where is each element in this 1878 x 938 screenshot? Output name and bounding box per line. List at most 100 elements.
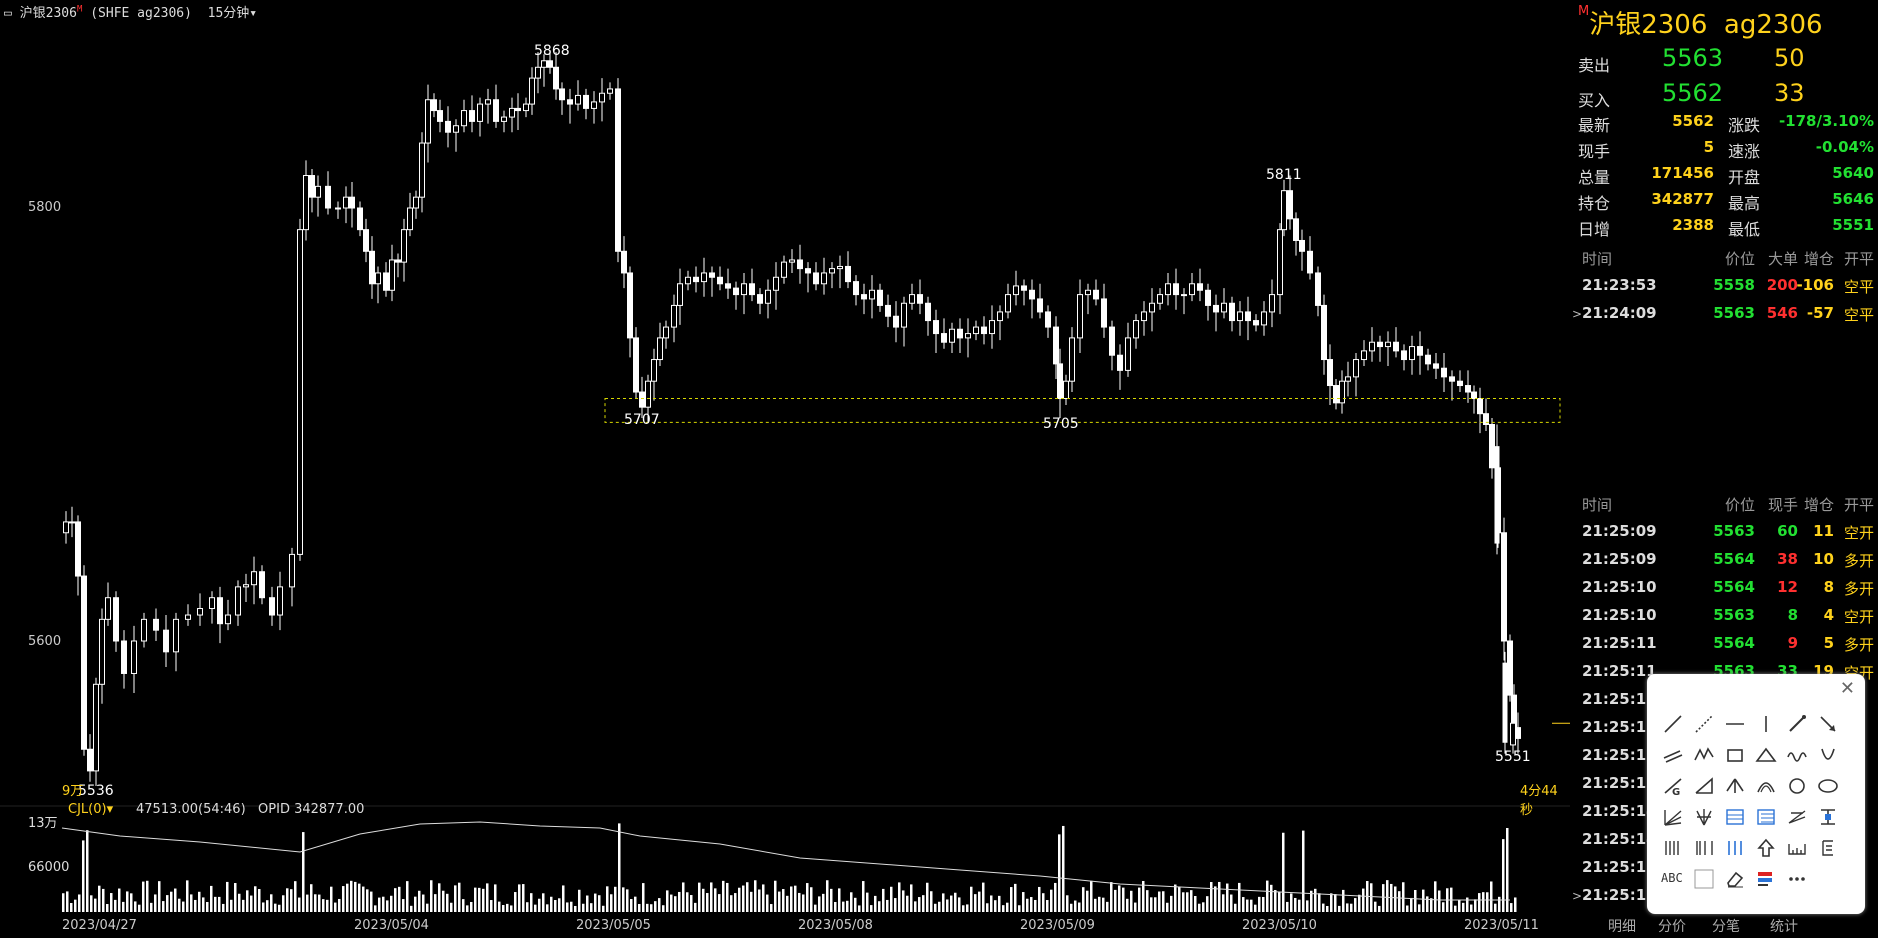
volume-bar xyxy=(330,886,333,912)
candle-up xyxy=(1277,229,1283,296)
bid-row[interactable]: 买入 5562 33 xyxy=(1578,79,1805,110)
candle-down xyxy=(1494,446,1500,544)
table-row[interactable]: 21:25:09 5563 60 11 空开 xyxy=(1570,522,1878,548)
range-tool-icon[interactable] xyxy=(1816,805,1840,829)
fibonacci-retrace-tool-icon[interactable] xyxy=(1723,805,1747,829)
layout-icon[interactable]: ▭ xyxy=(4,6,12,21)
table-row[interactable]: >21:24:09 5563 546 -57 空平 xyxy=(1570,304,1878,330)
volume-bar xyxy=(1118,885,1121,912)
candle-down xyxy=(1457,380,1463,387)
row-position-change: -106 xyxy=(1796,276,1834,294)
fib-time-tool-icon[interactable] xyxy=(1692,836,1716,860)
volume-bar xyxy=(922,895,925,912)
golden-ratio-tool-icon[interactable]: G xyxy=(1661,774,1685,798)
curve-tool-icon[interactable] xyxy=(1816,743,1840,767)
fibonacci-fan-tool-icon[interactable] xyxy=(1661,805,1685,829)
tab-2[interactable]: 分笔 xyxy=(1712,919,1740,935)
table-row[interactable]: 21:25:13 xyxy=(1570,746,1878,772)
period-line-tool-icon[interactable] xyxy=(1661,836,1685,860)
volume-bar xyxy=(282,895,285,912)
arrow-tool-icon[interactable] xyxy=(1816,712,1840,736)
table-row[interactable]: 21:25:10 5564 12 8 多开 xyxy=(1570,578,1878,604)
price-chart-canvas[interactable] xyxy=(0,0,1570,938)
tab-1[interactable]: 分价 xyxy=(1658,919,1686,935)
table-row[interactable]: 21:25:09 5564 38 10 多开 xyxy=(1570,550,1878,576)
candle-up xyxy=(575,94,581,105)
period-selector[interactable]: 15分钟▾ xyxy=(207,6,258,21)
volume-bar xyxy=(1354,898,1357,912)
eraser-tool-icon[interactable] xyxy=(1723,867,1747,891)
volume-bar xyxy=(586,895,589,912)
volume-bar xyxy=(398,886,401,912)
candle-up xyxy=(535,66,541,79)
cycle-tool-icon[interactable] xyxy=(1723,836,1747,860)
volume-bar xyxy=(594,893,597,912)
candle-up xyxy=(63,521,69,534)
candle-up xyxy=(197,608,203,616)
volume-bar xyxy=(114,899,117,912)
volume-bar xyxy=(1186,892,1189,912)
y-tick-5600: 5600 xyxy=(28,634,62,649)
table-row[interactable]: 21:25:10 5563 8 4 空开 xyxy=(1570,606,1878,632)
fibonacci-ext-tool-icon[interactable] xyxy=(1754,805,1778,829)
line-tool-icon[interactable] xyxy=(1661,712,1685,736)
wave-tool-icon[interactable] xyxy=(1785,743,1809,767)
parallel-line-tool-icon[interactable] xyxy=(1661,743,1685,767)
circle-tool-icon[interactable] xyxy=(1785,774,1809,798)
ellipse-tool-icon[interactable] xyxy=(1816,774,1840,798)
table-row[interactable]: 21:25:15 xyxy=(1570,858,1878,884)
table-row[interactable]: 21:25:11 5564 9 5 多开 xyxy=(1570,634,1878,660)
zigzag-tool-icon[interactable] xyxy=(1692,743,1716,767)
candle-down xyxy=(853,281,859,296)
text-tool-icon[interactable]: ABC xyxy=(1661,867,1685,891)
table-row[interactable]: 21:25:14 xyxy=(1570,802,1878,828)
up-arrow-tool-icon[interactable] xyxy=(1754,836,1778,860)
vertical-line-tool-icon[interactable] xyxy=(1754,712,1778,736)
table-row[interactable]: >21:25:15 xyxy=(1570,886,1878,912)
volume-bar xyxy=(110,893,113,912)
angle-tool-icon[interactable] xyxy=(1692,774,1716,798)
fork-tool-icon[interactable] xyxy=(1723,774,1747,798)
candle-down xyxy=(621,250,627,274)
candle-up xyxy=(1013,285,1019,296)
candle-up xyxy=(251,571,257,586)
candle-up xyxy=(243,584,249,588)
row-price: 5564 xyxy=(1713,550,1755,568)
color-tool-icon[interactable] xyxy=(1692,867,1716,891)
measure-tool-icon[interactable] xyxy=(1785,836,1809,860)
candle-up xyxy=(1141,311,1147,322)
volume-bar xyxy=(1150,897,1153,912)
ray-tool-icon[interactable] xyxy=(1785,712,1809,736)
arc-tool-icon[interactable] xyxy=(1754,774,1778,798)
triangle-tool-icon[interactable] xyxy=(1754,743,1778,767)
speed-line-tool-icon[interactable] xyxy=(1785,805,1809,829)
text-style-tool-icon[interactable] xyxy=(1816,836,1840,860)
volume-bar xyxy=(178,898,181,912)
main-contract-marker: M xyxy=(76,4,83,15)
table-row[interactable]: 21:25:12 xyxy=(1570,718,1878,744)
rectangle-tool-icon[interactable] xyxy=(1723,743,1747,767)
ask-row[interactable]: 卖出 5563 50 xyxy=(1578,44,1805,75)
stat-value: 5 xyxy=(1703,138,1714,156)
close-icon[interactable]: ✕ xyxy=(1839,678,1855,699)
vol-tick-66000: 66000 xyxy=(28,860,70,875)
table-row[interactable]: 21:25:12 xyxy=(1570,690,1878,716)
candle-up xyxy=(657,337,663,361)
more-tool-icon[interactable] xyxy=(1785,867,1809,891)
mark-tool-icon[interactable] xyxy=(1754,867,1778,891)
candle-up xyxy=(1085,289,1091,296)
volume-bar xyxy=(1006,902,1009,912)
horizontal-line-tool-icon[interactable] xyxy=(1723,712,1747,736)
indicator-selector[interactable]: CJL(0)▾ xyxy=(68,802,114,817)
table-row[interactable]: 21:25:13 xyxy=(1570,774,1878,800)
candle-up xyxy=(1510,722,1516,746)
dotted-line-tool-icon[interactable] xyxy=(1692,712,1716,736)
candle-down xyxy=(437,110,443,122)
tab-0[interactable]: 明细 xyxy=(1608,919,1636,935)
table-row[interactable]: 21:25:14 xyxy=(1570,830,1878,856)
table-row[interactable]: 21:23:53 5558 200 -106 空平 xyxy=(1570,276,1878,302)
kline-chart[interactable]: ▭ 沪银2306M (SHFE ag2306) 15分钟▾ 5800 5600 … xyxy=(0,0,1570,938)
volume-bar xyxy=(1246,899,1249,912)
gann-fan-tool-icon[interactable] xyxy=(1692,805,1716,829)
tab-3[interactable]: 统计 xyxy=(1770,919,1798,935)
